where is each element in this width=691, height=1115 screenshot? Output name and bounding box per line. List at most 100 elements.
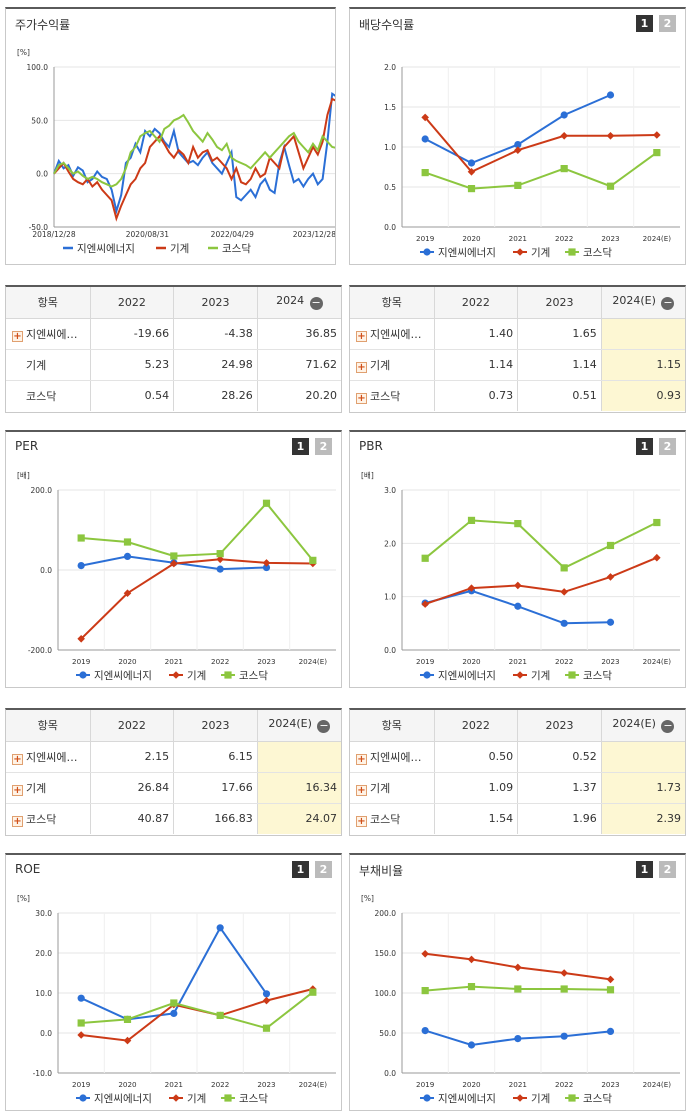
expand-icon[interactable]: + bbox=[356, 361, 367, 373]
col-header: 2024(E) − bbox=[600, 287, 685, 319]
expand-icon[interactable]: + bbox=[12, 815, 23, 827]
data-point bbox=[514, 146, 522, 154]
legend-label: 코스닥 bbox=[239, 1093, 268, 1105]
table-cell: 0.73 bbox=[433, 380, 518, 411]
chart-option-2-button[interactable]: 2 bbox=[659, 15, 676, 32]
col-header: 2024(E) − bbox=[600, 710, 685, 742]
table-cell: 16.34 bbox=[256, 772, 341, 804]
expand-icon[interactable]: + bbox=[12, 330, 23, 342]
col-header: 2023 bbox=[173, 710, 258, 742]
table-cell: 5.23 bbox=[89, 349, 174, 381]
expand-icon[interactable]: + bbox=[356, 815, 367, 827]
data-point bbox=[423, 671, 431, 679]
data-point bbox=[262, 1024, 271, 1032]
data-point bbox=[421, 950, 429, 958]
x-tick-label: 2022 bbox=[555, 1080, 573, 1089]
col-header: 항목 bbox=[350, 287, 434, 319]
x-tick-label: 2021 bbox=[509, 657, 527, 666]
expand-icon[interactable]: + bbox=[12, 784, 23, 796]
table-row: + 기계 26.84 17.66 16.34 bbox=[6, 772, 341, 804]
roe-chart: [%] 30.0 20.0 10.0 0.0 -10.0 2019 2020 2021 2022 2… bbox=[17, 894, 336, 1105]
data-point bbox=[77, 994, 85, 1002]
chart-option-1-button[interactable]: 1 bbox=[636, 861, 653, 878]
row-label: + 코스닥 bbox=[356, 389, 401, 404]
data-point bbox=[653, 553, 661, 562]
data-point bbox=[216, 565, 224, 573]
collapse-icon[interactable]: − bbox=[309, 296, 323, 311]
data-point bbox=[170, 559, 178, 568]
table-cell: -19.66 bbox=[89, 318, 174, 350]
y-tick-label: 30.0 bbox=[35, 909, 52, 918]
dividend-yield-table: 항목 2022 2023 2024(E) − + 지엔씨에… 1.40 1.65 … bbox=[349, 285, 686, 413]
row-label: 기계 bbox=[6, 349, 90, 381]
data-point bbox=[123, 538, 132, 546]
data-point bbox=[216, 555, 224, 564]
y-tick-label: 0.5 bbox=[384, 183, 396, 192]
data-point bbox=[653, 518, 661, 527]
data-point bbox=[262, 559, 271, 567]
legend-label: 기계 bbox=[531, 247, 550, 259]
y-tick-label: 200.0 bbox=[31, 486, 53, 495]
row-label: + 코스닥 bbox=[12, 812, 57, 827]
data-point bbox=[560, 165, 568, 173]
chart-option-1-button[interactable]: 1 bbox=[636, 438, 653, 455]
debt-ratio-panel: 부채비율 1 2 [%] 200.0 150.0 100.0 50.0 0.0 2019 20… bbox=[349, 853, 686, 1111]
data-point bbox=[467, 955, 476, 964]
series-line bbox=[81, 501, 314, 562]
x-tick-label: 2020/08/31 bbox=[126, 230, 169, 239]
expand-icon[interactable]: + bbox=[356, 784, 367, 796]
data-point bbox=[606, 541, 615, 550]
expand-icon[interactable]: + bbox=[356, 753, 367, 765]
y-tick-label: 0.0 bbox=[36, 170, 48, 179]
collapse-icon[interactable]: − bbox=[317, 719, 331, 734]
data-point bbox=[309, 556, 317, 564]
col-header: 2022 bbox=[89, 287, 174, 319]
expand-icon[interactable]: + bbox=[12, 753, 23, 765]
data-point bbox=[606, 182, 615, 190]
data-point bbox=[467, 584, 476, 592]
data-point bbox=[77, 534, 85, 542]
series-line bbox=[424, 151, 658, 190]
table-cell: 40.87 bbox=[89, 803, 174, 834]
chart-option-1-button[interactable]: 1 bbox=[292, 438, 309, 455]
y-tick-label: 2.0 bbox=[384, 539, 396, 548]
chart-option-2-button[interactable]: 2 bbox=[315, 438, 332, 455]
data-point bbox=[606, 132, 615, 140]
legend-label: 기계 bbox=[170, 243, 189, 255]
y-tick-label: 50.0 bbox=[31, 116, 48, 125]
col-header: 2022 bbox=[433, 710, 518, 742]
data-point bbox=[560, 564, 568, 572]
data-point bbox=[423, 248, 431, 256]
table-cell: 26.84 bbox=[89, 772, 174, 804]
series-line bbox=[81, 991, 314, 1030]
chart-option-2-button[interactable]: 2 bbox=[659, 438, 676, 455]
chart-option-2-button[interactable]: 2 bbox=[315, 861, 332, 878]
chart-option-2-button[interactable]: 2 bbox=[659, 861, 676, 878]
collapse-icon[interactable]: − bbox=[661, 296, 675, 311]
row-label: + 기계 bbox=[350, 349, 434, 381]
data-point bbox=[568, 1094, 576, 1102]
panel-title: 부채비율 bbox=[359, 864, 404, 878]
row-label: + 지엔씨에… bbox=[6, 318, 90, 350]
table-row: + 지엔씨에… 2.15 6.15 bbox=[6, 741, 341, 773]
table-row: + 지엔씨에… -19.66 -4.38 36.85 bbox=[6, 318, 341, 350]
x-tick-label: 2023 bbox=[257, 657, 275, 666]
legend-label: 기계 bbox=[187, 1093, 206, 1105]
data-point bbox=[560, 588, 568, 596]
legend-label: 지엔씨에너지 bbox=[94, 670, 152, 682]
y-tick-label: 1.0 bbox=[384, 593, 396, 602]
chart-option-1-button[interactable]: 1 bbox=[636, 15, 653, 32]
expand-icon[interactable]: + bbox=[356, 392, 367, 404]
y-tick-label: 0.0 bbox=[384, 646, 396, 655]
collapse-icon[interactable]: − bbox=[661, 719, 675, 734]
data-point bbox=[516, 1094, 524, 1102]
table-cell: 1.09 bbox=[433, 772, 518, 804]
chart-option-1-button[interactable]: 1 bbox=[292, 861, 309, 878]
y-tick-label: 50.0 bbox=[379, 1029, 396, 1038]
expand-icon[interactable]: + bbox=[356, 330, 367, 342]
y-tick-label: 0.0 bbox=[384, 223, 396, 232]
col-header: 2023 bbox=[173, 287, 258, 319]
legend-label: 코스닥 bbox=[583, 247, 612, 259]
debt-ratio-chart: [%]200.0 150.0 100.0 50.0 0.0 2019 2020 2021 202… bbox=[361, 894, 680, 1105]
table-cell: 28.26 bbox=[173, 380, 258, 411]
